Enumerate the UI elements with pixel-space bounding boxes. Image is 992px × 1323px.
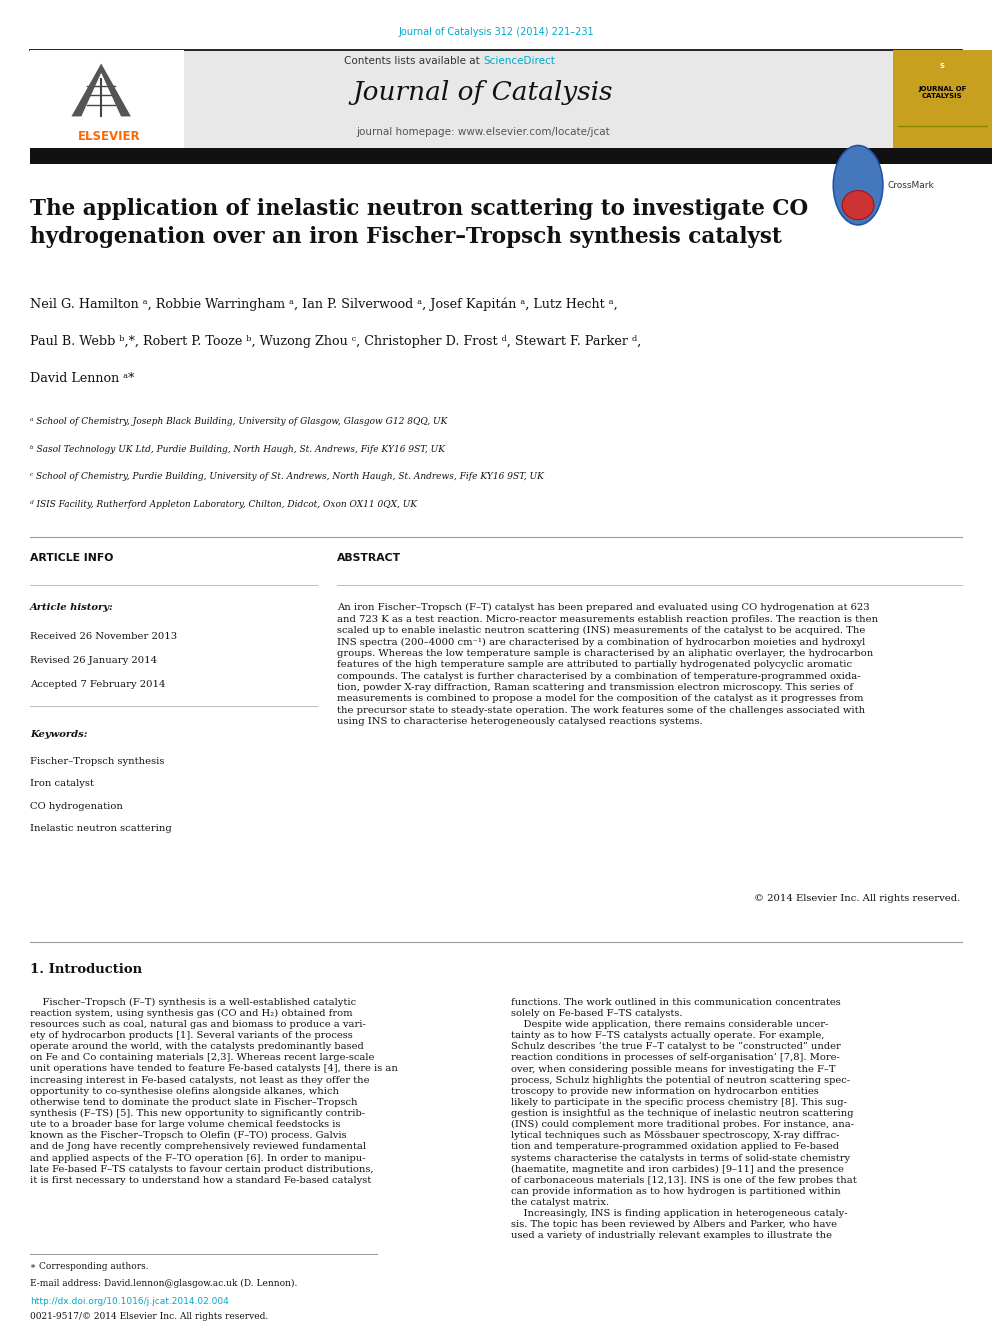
Text: ᶜ School of Chemistry, Purdie Building, University of St. Andrews, North Haugh, : ᶜ School of Chemistry, Purdie Building, …	[30, 472, 544, 482]
Text: ABSTRACT: ABSTRACT	[337, 553, 402, 564]
Text: Fischer–Tropsch synthesis: Fischer–Tropsch synthesis	[30, 757, 164, 766]
Ellipse shape	[842, 191, 874, 220]
Text: © 2014 Elsevier Inc. All rights reserved.: © 2014 Elsevier Inc. All rights reserved…	[754, 894, 960, 904]
Text: ᵈ ISIS Facility, Rutherford Appleton Laboratory, Chilton, Didcot, Oxon OX11 0QX,: ᵈ ISIS Facility, Rutherford Appleton Lab…	[30, 500, 417, 509]
Text: Journal of Catalysis: Journal of Catalysis	[353, 81, 613, 105]
Text: functions. The work outlined in this communication concentrates
solely on Fe-bas: functions. The work outlined in this com…	[511, 998, 857, 1241]
Text: 0021-9517/© 2014 Elsevier Inc. All rights reserved.: 0021-9517/© 2014 Elsevier Inc. All right…	[30, 1312, 268, 1322]
Text: Paul B. Webb ᵇ,*, Robert P. Tooze ᵇ, Wuzong Zhou ᶜ, Christopher D. Frost ᵈ, Stew: Paul B. Webb ᵇ,*, Robert P. Tooze ᵇ, Wuz…	[30, 335, 641, 348]
Ellipse shape	[833, 146, 883, 225]
Text: Article history:: Article history:	[30, 603, 113, 613]
Text: Iron catalyst: Iron catalyst	[30, 779, 93, 789]
Polygon shape	[71, 64, 131, 116]
Text: S: S	[939, 64, 945, 69]
Text: 1. Introduction: 1. Introduction	[30, 963, 142, 976]
Text: David Lennon ᵃ*: David Lennon ᵃ*	[30, 372, 134, 385]
Text: journal homepage: www.elsevier.com/locate/jcat: journal homepage: www.elsevier.com/locat…	[356, 127, 610, 138]
Text: Journal of Catalysis 312 (2014) 221–231: Journal of Catalysis 312 (2014) 221–231	[398, 28, 594, 37]
Text: ELSEVIER: ELSEVIER	[77, 130, 141, 143]
Text: Fischer–Tropsch (F–T) synthesis is a well-established catalytic
reaction system,: Fischer–Tropsch (F–T) synthesis is a wel…	[30, 998, 398, 1185]
Text: CO hydrogenation: CO hydrogenation	[30, 802, 123, 811]
Bar	[30, 148, 992, 164]
Text: CrossMark: CrossMark	[888, 181, 934, 189]
Bar	[184, 50, 893, 148]
Bar	[893, 50, 992, 148]
Text: ᵇ Sasol Technology UK Ltd, Purdie Building, North Haugh, St. Andrews, Fife KY16 : ᵇ Sasol Technology UK Ltd, Purdie Buildi…	[30, 445, 444, 454]
Text: An iron Fischer–Tropsch (F–T) catalyst has been prepared and evaluated using CO : An iron Fischer–Tropsch (F–T) catalyst h…	[337, 603, 878, 726]
Text: Keywords:: Keywords:	[30, 730, 87, 740]
Bar	[30, 50, 184, 148]
Text: ∗ Corresponding authors.: ∗ Corresponding authors.	[30, 1262, 149, 1271]
Text: E-mail address: David.lennon@glasgow.ac.uk (D. Lennon).: E-mail address: David.lennon@glasgow.ac.…	[30, 1279, 298, 1289]
Text: http://dx.doi.org/10.1016/j.jcat.2014.02.004: http://dx.doi.org/10.1016/j.jcat.2014.02…	[30, 1297, 228, 1306]
Text: The application of inelastic neutron scattering to investigate CO
hydrogenation : The application of inelastic neutron sca…	[30, 198, 807, 247]
Text: ᵃ School of Chemistry, Joseph Black Building, University of Glasgow, Glasgow G12: ᵃ School of Chemistry, Joseph Black Buil…	[30, 417, 447, 426]
Text: Accepted 7 February 2014: Accepted 7 February 2014	[30, 680, 166, 689]
Text: Inelastic neutron scattering: Inelastic neutron scattering	[30, 824, 172, 833]
Text: Neil G. Hamilton ᵃ, Robbie Warringham ᵃ, Ian P. Silverwood ᵃ, Josef Kapitán ᵃ, L: Neil G. Hamilton ᵃ, Robbie Warringham ᵃ,…	[30, 298, 617, 311]
Text: ARTICLE INFO: ARTICLE INFO	[30, 553, 113, 564]
Text: Contents lists available at: Contents lists available at	[344, 56, 483, 66]
Text: ScienceDirect: ScienceDirect	[483, 56, 555, 66]
Text: Revised 26 January 2014: Revised 26 January 2014	[30, 656, 157, 665]
Text: Received 26 November 2013: Received 26 November 2013	[30, 632, 177, 642]
Text: JOURNAL OF
CATALYSIS: JOURNAL OF CATALYSIS	[919, 86, 966, 99]
